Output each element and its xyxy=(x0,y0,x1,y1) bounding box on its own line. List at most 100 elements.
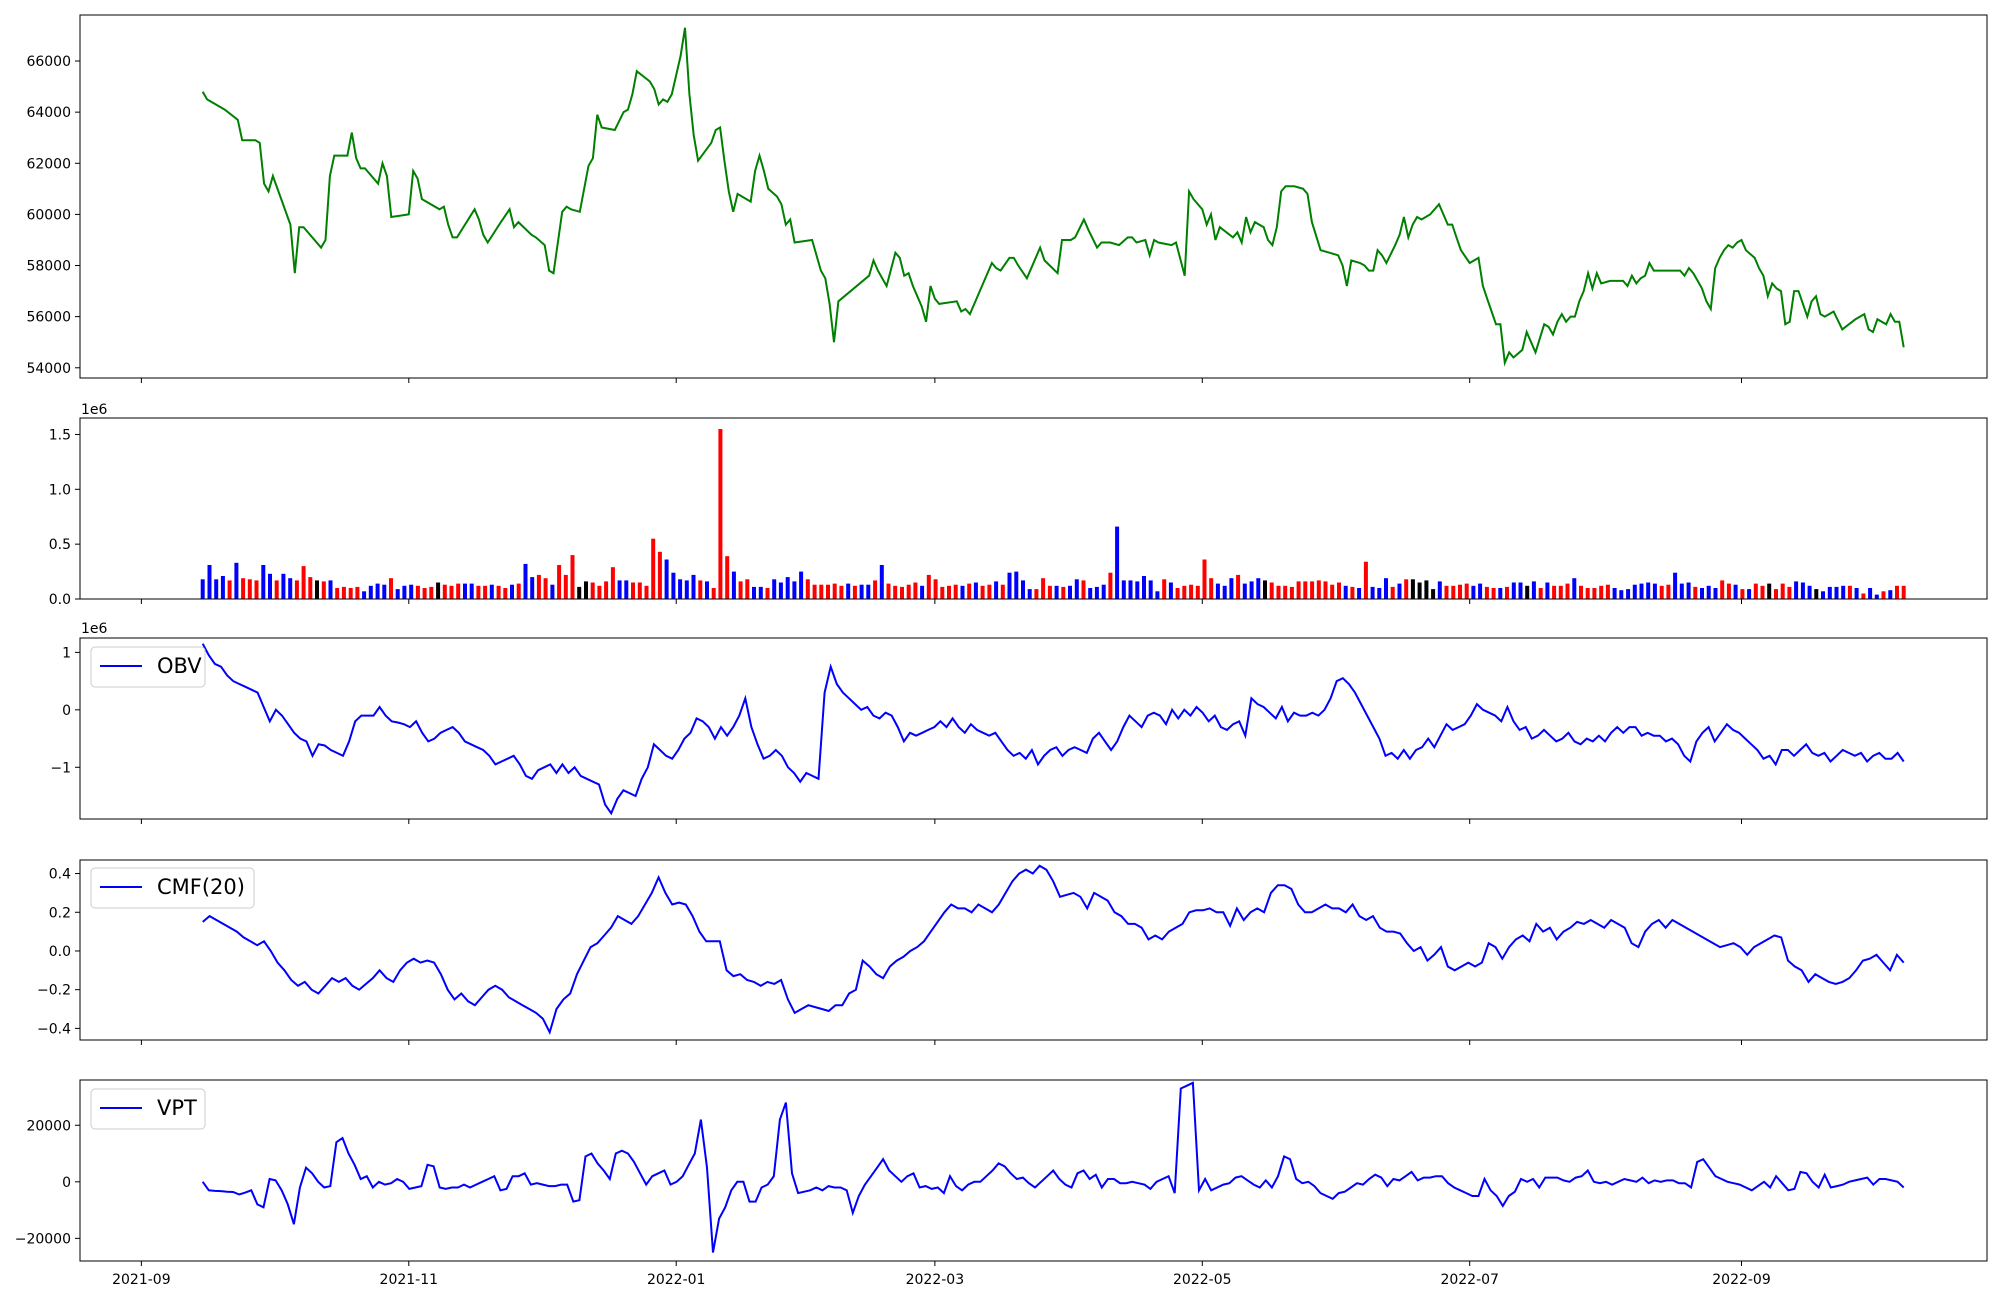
volume-bar xyxy=(1464,583,1469,599)
volume-bar xyxy=(355,586,360,599)
volume-bar xyxy=(1720,580,1725,599)
price-y-tick-label: 58000 xyxy=(26,259,71,275)
volume-bar xyxy=(1047,585,1052,599)
volume-bar xyxy=(1088,588,1093,599)
volume-bar xyxy=(1726,583,1731,599)
volume-bar xyxy=(483,585,488,599)
date-x-axis: 2021-09 2021-11 2022-01 2022-03 2022-05 2022-… xyxy=(112,378,1771,1288)
volume-bar xyxy=(731,571,736,599)
volume-bar xyxy=(1693,586,1698,599)
volume-bar xyxy=(920,585,925,599)
volume-bar xyxy=(1619,590,1624,599)
volume-bar xyxy=(1343,585,1348,599)
volume-bar xyxy=(1632,584,1637,599)
x-tick-label: 2021-09 xyxy=(112,1272,171,1288)
volume-y-tick-label: 0.0 xyxy=(49,592,71,608)
vpt-y-tick-label: 20000 xyxy=(26,1118,71,1134)
volume-bar xyxy=(496,585,501,599)
volume-bar xyxy=(1108,572,1113,599)
volume-bar xyxy=(866,584,871,599)
volume-bar xyxy=(651,538,656,599)
volume-bar xyxy=(1585,588,1590,599)
volume-bar xyxy=(1249,581,1254,599)
volume-bar xyxy=(1155,591,1160,599)
price-y-tick-label: 66000 xyxy=(26,54,71,70)
volume-bar xyxy=(900,586,904,599)
volume-bar xyxy=(859,584,864,599)
volume-bars xyxy=(200,429,1906,599)
volume-panel: 0.0 0.5 1.0 1.5 1e6 xyxy=(49,402,1988,608)
volume-bar xyxy=(1256,578,1261,599)
volume-bar xyxy=(200,579,205,599)
volume-bar xyxy=(947,585,951,599)
volume-bar xyxy=(826,584,830,599)
volume-bar xyxy=(987,584,992,599)
volume-bar xyxy=(1162,579,1167,599)
volume-bar xyxy=(516,583,521,599)
volume-bar xyxy=(1404,579,1409,599)
volume-bar xyxy=(940,586,945,599)
volume-bar xyxy=(395,589,400,599)
volume-bar xyxy=(1034,589,1039,599)
volume-bar xyxy=(812,584,817,599)
volume-bar xyxy=(664,559,669,599)
volume-bar xyxy=(1094,586,1099,599)
volume-bar xyxy=(422,588,427,599)
volume-bar xyxy=(1370,586,1375,599)
x-tick-label: 2022-07 xyxy=(1440,1272,1499,1288)
vpt-legend-label: VPT xyxy=(157,1096,197,1120)
volume-bar xyxy=(819,584,824,599)
volume-bar xyxy=(1222,585,1227,599)
volume-bar xyxy=(1263,580,1267,599)
cmf-y-axis: −0.4 −0.2 0.0 0.2 0.4 xyxy=(37,867,80,1037)
volume-bar xyxy=(1558,585,1563,599)
volume-bar xyxy=(476,585,481,599)
volume-bar xyxy=(597,585,602,599)
volume-bar xyxy=(1706,585,1711,599)
volume-bar xyxy=(577,586,582,599)
volume-bar xyxy=(1518,582,1523,599)
volume-bar xyxy=(1747,589,1752,599)
volume-bar xyxy=(691,574,696,599)
volume-bar xyxy=(247,579,252,599)
volume-bar xyxy=(1310,581,1315,599)
volume-bar xyxy=(463,583,467,599)
volume-bar xyxy=(1289,586,1294,599)
volume-bar xyxy=(563,574,568,599)
volume-bar xyxy=(631,582,635,599)
price-y-tick-label: 60000 xyxy=(26,207,71,223)
volume-bar xyxy=(1599,585,1604,599)
volume-bar xyxy=(1363,561,1368,599)
volume-bar xyxy=(1659,585,1664,599)
volume-bar xyxy=(711,588,716,599)
volume-bar xyxy=(1511,582,1516,599)
volume-bar xyxy=(1350,586,1355,599)
volume-bar xyxy=(1115,526,1120,599)
x-tick-label: 2022-03 xyxy=(906,1272,965,1288)
volume-bar xyxy=(1484,586,1489,599)
volume-bar xyxy=(832,583,837,599)
volume-bar xyxy=(1834,586,1839,599)
volume-bar xyxy=(772,579,777,599)
volume-bar xyxy=(725,556,730,599)
volume-bar xyxy=(1807,585,1812,599)
volume-bar xyxy=(1209,578,1214,599)
volume-bar xyxy=(1901,585,1906,599)
volume-bar xyxy=(637,582,642,599)
volume-bar xyxy=(1458,584,1462,599)
volume-bar xyxy=(1679,583,1684,599)
volume-bar xyxy=(1061,586,1066,599)
x-tick-label: 2022-05 xyxy=(1173,1272,1232,1288)
cmf-y-tick-label: 0.0 xyxy=(49,944,71,960)
volume-bar xyxy=(1054,585,1059,599)
volume-bar xyxy=(308,577,313,599)
volume-bar xyxy=(1128,580,1133,599)
volume-bar xyxy=(1713,588,1718,599)
volume-bar xyxy=(705,581,709,599)
vpt-y-axis: −20000 0 20000 xyxy=(15,1118,80,1247)
volume-bar xyxy=(1330,584,1335,599)
volume-bar xyxy=(382,584,387,599)
volume-bar xyxy=(341,586,346,599)
volume-exponent-label: 1e6 xyxy=(81,402,108,418)
volume-bar xyxy=(906,584,911,599)
